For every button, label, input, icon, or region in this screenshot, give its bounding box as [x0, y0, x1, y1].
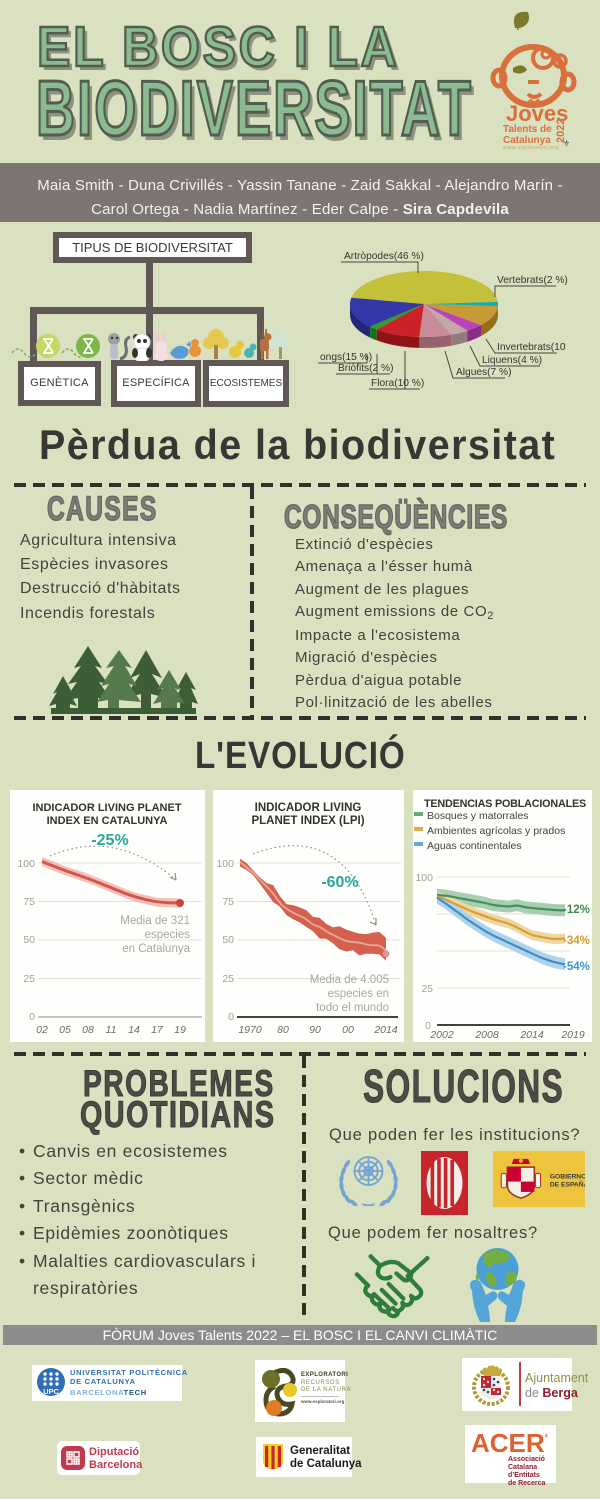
svg-text:0: 0 [29, 1011, 35, 1023]
svg-text:50: 50 [222, 934, 234, 946]
svg-text:50: 50 [23, 934, 35, 946]
svg-text:INDICADOR LIVING: INDICADOR LIVING [255, 802, 362, 814]
svg-text:ongs(15 %): ongs(15 %) [320, 352, 372, 363]
svg-text:2022: 2022 [555, 119, 567, 143]
svg-text:2014: 2014 [519, 1029, 544, 1041]
svg-text:Flora(10 %): Flora(10 %) [371, 378, 424, 389]
svg-text:0: 0 [228, 1011, 234, 1023]
svg-text:especies en: especies en [328, 988, 389, 1000]
svg-text:Bosques y matorrales: Bosques y matorrales [427, 810, 529, 822]
svg-text:80: 80 [277, 1024, 289, 1036]
svg-text:Joves: Joves [506, 101, 568, 126]
svg-text:2008: 2008 [474, 1029, 499, 1041]
svg-text:PLANET INDEX (LPI): PLANET INDEX (LPI) [251, 815, 364, 827]
svg-text:2014: 2014 [373, 1024, 398, 1036]
svg-text:Media de 321: Media de 321 [120, 915, 190, 927]
svg-text:75: 75 [23, 896, 35, 908]
svg-text:Aguas continentales: Aguas continentales [427, 840, 522, 852]
svg-text:100: 100 [216, 858, 234, 870]
svg-text:UPC: UPC [43, 1387, 59, 1396]
svg-text:2019: 2019 [560, 1029, 585, 1041]
svg-text:INDICADOR LIVING PLANET: INDICADOR LIVING PLANET [32, 802, 181, 814]
svg-text:-60%: -60% [321, 874, 358, 891]
svg-text:GOBIERNO: GOBIERNO [550, 1173, 585, 1180]
svg-text:25: 25 [421, 983, 433, 995]
svg-text:75: 75 [222, 896, 234, 908]
svg-text:DE ESPAÑA: DE ESPAÑA [550, 1180, 585, 1189]
svg-text:25: 25 [222, 973, 234, 985]
svg-text:Vertebrats(2 %): Vertebrats(2 %) [497, 275, 568, 286]
svg-text:Ambientes agrícolas y prados: Ambientes agrícolas y prados [427, 825, 565, 837]
svg-text:en Catalunya: en Catalunya [122, 943, 190, 955]
svg-text:0: 0 [425, 1020, 431, 1032]
svg-text:02: 02 [36, 1024, 48, 1036]
svg-text:11: 11 [106, 1024, 117, 1036]
svg-text:Liquens(4 %): Liquens(4 %) [482, 355, 542, 366]
svg-text:100: 100 [17, 858, 35, 870]
svg-text:-12%: -12% [563, 904, 590, 916]
svg-text:100: 100 [415, 872, 433, 884]
svg-text:17: 17 [151, 1024, 164, 1036]
svg-text:00: 00 [342, 1024, 354, 1036]
svg-text:Algues(7 %): Algues(7 %) [456, 367, 512, 378]
svg-text:1970: 1970 [238, 1024, 262, 1036]
svg-text:-34%: -34% [563, 935, 590, 947]
svg-text:Artròpodes(46 %): Artròpodes(46 %) [344, 251, 424, 262]
svg-text:05: 05 [59, 1024, 71, 1036]
svg-text:25: 25 [23, 973, 35, 985]
svg-text:90: 90 [309, 1024, 321, 1036]
svg-text:19: 19 [174, 1024, 186, 1036]
svg-text:Talents de: Talents de [503, 124, 552, 135]
svg-text:2002: 2002 [429, 1029, 454, 1041]
svg-text:-25%: -25% [91, 832, 128, 849]
svg-text:INDEX EN CATALUNYA: INDEX EN CATALUNYA [47, 815, 168, 827]
svg-text:Invertebrats(10: Invertebrats(10 [497, 342, 566, 353]
svg-text:14: 14 [128, 1024, 140, 1036]
svg-text:-54%: -54% [563, 961, 590, 973]
svg-text:especies: especies [145, 929, 191, 941]
svg-text:Media de 4.005: Media de 4.005 [310, 974, 389, 986]
svg-text:todo el mundo: todo el mundo [316, 1002, 389, 1014]
svg-text:Catalunya: Catalunya [503, 135, 551, 146]
svg-text:TENDENCIAS POBLACIONALES: TENDENCIAS POBLACIONALES [424, 798, 586, 810]
svg-text:Briòfits(2 %): Briòfits(2 %) [338, 363, 393, 374]
svg-text:08: 08 [82, 1024, 94, 1036]
